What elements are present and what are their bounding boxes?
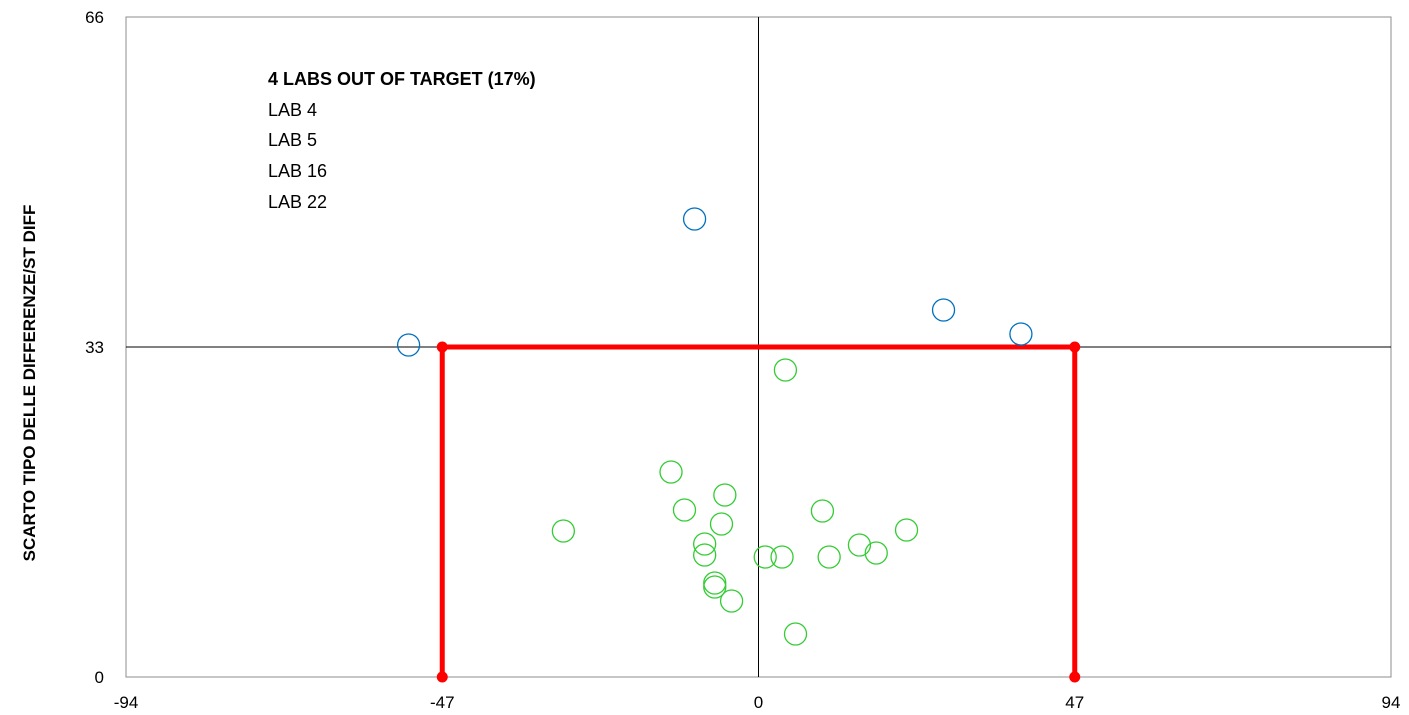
data-point — [864, 541, 888, 565]
annotation-lab: LAB 16 — [268, 161, 327, 181]
data-point — [719, 589, 744, 613]
annotation-lab: LAB 4 — [268, 100, 317, 120]
target-box-line — [439, 344, 1078, 677]
data-point — [770, 545, 794, 569]
x-tick-label: 47 — [1065, 693, 1084, 712]
x-tick-label: 94 — [1382, 693, 1401, 712]
annotation-title: 4 LABS OUT OF TARGET (17%) — [268, 69, 536, 89]
x-tick-label: 0 — [754, 693, 763, 712]
y-tick-labels: 0 33 66 — [85, 8, 104, 687]
data-point — [709, 512, 734, 536]
target-box-marker — [1069, 341, 1081, 353]
data-point — [773, 358, 798, 382]
data-point — [396, 333, 421, 357]
x-tick-label: -94 — [114, 693, 139, 712]
data-point — [894, 518, 919, 542]
data-points — [396, 207, 1033, 646]
data-point — [847, 533, 872, 557]
annotation-lab: LAB 5 — [268, 130, 317, 150]
target-box — [436, 341, 1081, 683]
data-point — [551, 519, 576, 543]
out-of-target-annotation: 4 LABS OUT OF TARGET (17%) LAB 4 LAB 5 L… — [268, 69, 536, 212]
y-tick-label: 66 — [85, 8, 104, 27]
data-point — [703, 571, 727, 595]
data-point — [693, 532, 717, 556]
y-tick-label: 0 — [95, 668, 104, 687]
target-box-marker — [1069, 671, 1081, 683]
data-point — [753, 545, 777, 569]
x-tick-labels: -94 -47 0 47 94 — [114, 693, 1401, 712]
y-tick-label: 33 — [85, 338, 104, 357]
data-point — [703, 575, 727, 599]
target-box-marker — [436, 341, 448, 353]
target-box-marker — [436, 671, 448, 683]
data-point — [713, 483, 737, 507]
data-point — [682, 207, 707, 231]
y-axis-label: SCARTO TIPO DELLE DIFFERENZE/ST DIFF — [20, 205, 39, 562]
annotation-lab: LAB 22 — [268, 192, 327, 212]
data-point — [783, 622, 808, 646]
data-point — [693, 543, 717, 567]
data-point — [1009, 322, 1033, 346]
data-point — [672, 498, 697, 522]
x-tick-label: -47 — [430, 693, 455, 712]
data-point — [810, 499, 835, 523]
data-point — [931, 298, 956, 322]
data-point — [817, 545, 841, 569]
data-point — [659, 460, 683, 484]
